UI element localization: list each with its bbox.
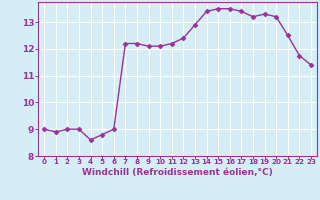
X-axis label: Windchill (Refroidissement éolien,°C): Windchill (Refroidissement éolien,°C) <box>82 168 273 177</box>
